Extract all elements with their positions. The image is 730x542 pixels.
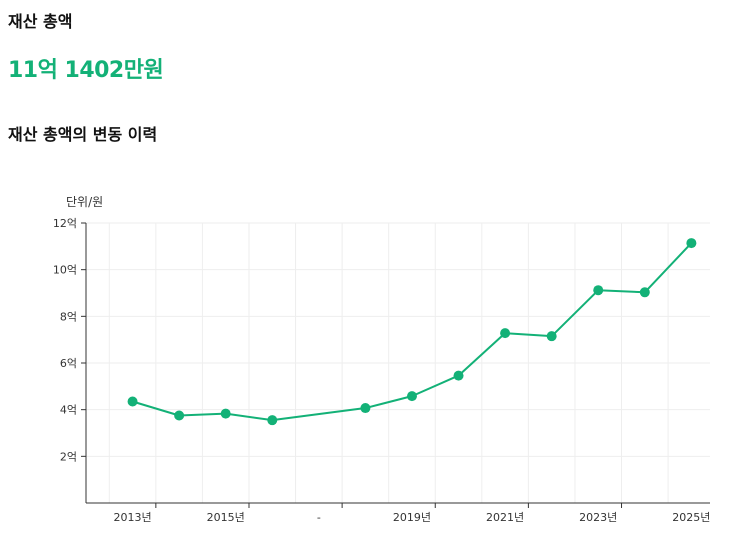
data-point [174,410,185,421]
data-point [127,396,138,407]
x-tick-label: 2013년 [114,511,152,524]
x-tick-label: - [317,511,321,524]
data-point [639,287,650,298]
data-point [546,331,557,342]
x-tick-label: 2019년 [393,511,431,524]
data-point [267,415,278,426]
y-tick-label: 8억 [60,310,77,323]
y-tick-label: 10억 [53,264,77,277]
data-point [360,403,371,414]
y-tick-label: 12억 [53,217,77,230]
unit-label: 단위/원 [66,195,104,209]
y-tick-label: 6억 [60,357,77,370]
data-point [453,370,464,381]
x-tick-label: 2021년 [486,511,524,524]
chart-title: 재산 총액의 변동 이력 [8,125,158,144]
x-tick-label: 2015년 [207,511,245,524]
y-tick-label: 4억 [60,404,77,417]
x-tick-label: 2025년 [672,511,710,524]
series-line [132,242,693,422]
section-title: 재산 총액 [8,12,73,31]
data-point [406,391,417,402]
data-point [686,238,697,249]
data-point [593,285,604,296]
data-point [220,408,231,419]
data-point [500,328,511,339]
x-tick-label: 2023년 [579,511,617,524]
y-tick-label: 2억 [60,450,77,463]
total-amount: 11억 1402만원 [8,58,164,83]
